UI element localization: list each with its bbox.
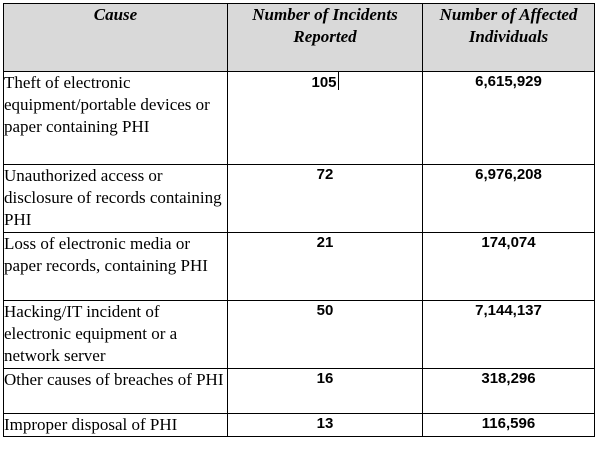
incidents-cell[interactable]: 50	[227, 300, 423, 369]
header-individuals[interactable]: Number of Affected Individuals	[422, 3, 595, 72]
incidents-cell[interactable]: 16	[227, 368, 423, 414]
cause-cell[interactable]: Other causes of breaches of PHI	[3, 368, 228, 414]
table-row: Improper disposal of PHI 13 116,596	[3, 413, 595, 437]
cause-cell[interactable]: Hacking/IT incident of electronic equipm…	[3, 300, 228, 369]
cause-cell[interactable]: Theft of electronic equipment/portable d…	[3, 71, 228, 165]
individuals-cell[interactable]: 6,976,208	[422, 164, 595, 233]
incidents-cell[interactable]: 72	[227, 164, 423, 233]
incidents-cell[interactable]: 21	[227, 232, 423, 301]
incidents-cell[interactable]: 13	[227, 413, 423, 437]
individuals-cell[interactable]: 7,144,137	[422, 300, 595, 369]
header-cause[interactable]: Cause	[3, 3, 228, 72]
table-row: Other causes of breaches of PHI 16 318,2…	[3, 368, 595, 414]
breach-causes-table: Cause Number of Incidents Reported Numbe…	[3, 3, 595, 437]
individuals-cell[interactable]: 6,615,929	[422, 71, 595, 165]
individuals-cell[interactable]: 174,074	[422, 232, 595, 301]
table-row: Theft of electronic equipment/portable d…	[3, 71, 595, 165]
cause-cell[interactable]: Loss of electronic media or paper record…	[3, 232, 228, 301]
table-row: Hacking/IT incident of electronic equipm…	[3, 300, 595, 369]
cause-cell[interactable]: Unauthorized access or disclosure of rec…	[3, 164, 228, 233]
header-incidents[interactable]: Number of Incidents Reported	[227, 3, 423, 72]
individuals-cell[interactable]: 116,596	[422, 413, 595, 437]
incidents-cell[interactable]: 105	[227, 71, 423, 165]
table-row: Unauthorized access or disclosure of rec…	[3, 164, 595, 233]
text-cursor	[337, 72, 339, 90]
cause-cell[interactable]: Improper disposal of PHI	[3, 413, 228, 437]
individuals-cell[interactable]: 318,296	[422, 368, 595, 414]
table-row: Loss of electronic media or paper record…	[3, 232, 595, 301]
table-header-row: Cause Number of Incidents Reported Numbe…	[3, 3, 595, 72]
incidents-value: 105	[311, 74, 337, 91]
